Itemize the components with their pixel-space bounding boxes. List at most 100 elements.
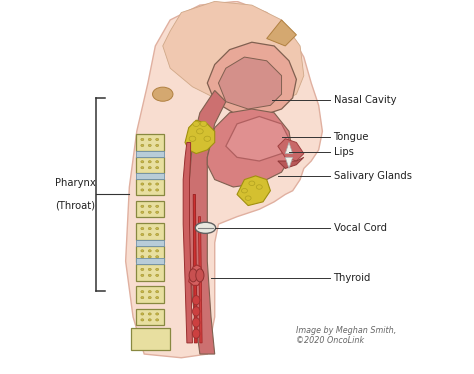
Text: Tongue: Tongue (334, 132, 369, 142)
Ellipse shape (155, 211, 159, 213)
Ellipse shape (155, 166, 159, 169)
Ellipse shape (148, 274, 151, 276)
Polygon shape (267, 20, 296, 46)
Ellipse shape (141, 291, 144, 293)
Ellipse shape (155, 138, 159, 141)
Ellipse shape (148, 319, 151, 321)
Text: Vocal Cord: Vocal Cord (334, 223, 386, 233)
Polygon shape (136, 240, 164, 246)
Ellipse shape (141, 183, 144, 185)
Polygon shape (219, 57, 282, 109)
Ellipse shape (148, 291, 151, 293)
Text: Salivary Glands: Salivary Glands (334, 171, 411, 181)
Polygon shape (278, 139, 304, 161)
Ellipse shape (141, 319, 144, 321)
Ellipse shape (249, 181, 255, 186)
Ellipse shape (141, 250, 144, 252)
Ellipse shape (148, 161, 151, 163)
Ellipse shape (141, 227, 144, 230)
Polygon shape (136, 173, 164, 179)
Ellipse shape (141, 297, 144, 299)
Polygon shape (136, 258, 164, 264)
Ellipse shape (192, 329, 200, 338)
Ellipse shape (148, 138, 151, 141)
Text: Image by Meghan Smith,
©2020 OncoLink: Image by Meghan Smith, ©2020 OncoLink (296, 326, 397, 345)
Ellipse shape (148, 256, 151, 258)
Ellipse shape (155, 189, 159, 191)
Ellipse shape (155, 319, 159, 321)
Ellipse shape (148, 297, 151, 299)
Ellipse shape (193, 121, 200, 126)
Polygon shape (163, 1, 304, 105)
Ellipse shape (141, 233, 144, 236)
Polygon shape (136, 201, 164, 217)
Ellipse shape (256, 185, 262, 189)
Ellipse shape (192, 318, 200, 327)
Ellipse shape (141, 189, 144, 191)
Ellipse shape (141, 268, 144, 270)
Polygon shape (185, 120, 215, 154)
Ellipse shape (141, 166, 144, 169)
Polygon shape (226, 116, 289, 161)
Polygon shape (136, 151, 164, 157)
Polygon shape (136, 134, 164, 151)
Polygon shape (189, 91, 226, 354)
Polygon shape (136, 179, 164, 195)
Ellipse shape (148, 227, 151, 230)
Ellipse shape (155, 250, 159, 252)
Polygon shape (237, 176, 270, 206)
Ellipse shape (153, 87, 173, 101)
Ellipse shape (155, 161, 159, 163)
Polygon shape (131, 328, 170, 350)
Ellipse shape (148, 144, 151, 147)
Ellipse shape (189, 269, 197, 282)
Polygon shape (193, 194, 197, 343)
Ellipse shape (155, 233, 159, 236)
Polygon shape (136, 309, 164, 325)
Ellipse shape (148, 268, 151, 270)
Ellipse shape (141, 138, 144, 141)
Polygon shape (126, 1, 322, 358)
Ellipse shape (200, 121, 207, 126)
Ellipse shape (155, 256, 159, 258)
Ellipse shape (141, 274, 144, 276)
Polygon shape (183, 142, 192, 343)
Polygon shape (207, 109, 292, 187)
Ellipse shape (141, 313, 144, 315)
Polygon shape (136, 286, 164, 303)
Ellipse shape (155, 274, 159, 276)
Polygon shape (136, 157, 164, 173)
Polygon shape (189, 265, 203, 285)
Ellipse shape (189, 136, 196, 141)
Text: Thyroid: Thyroid (334, 273, 371, 283)
Ellipse shape (155, 291, 159, 293)
Ellipse shape (192, 307, 200, 316)
Polygon shape (285, 142, 292, 154)
Ellipse shape (192, 295, 200, 305)
Text: Lips: Lips (334, 147, 354, 157)
Text: (Throat): (Throat) (55, 200, 95, 211)
Polygon shape (136, 264, 164, 280)
Ellipse shape (148, 211, 151, 213)
Ellipse shape (241, 188, 247, 193)
Polygon shape (285, 157, 292, 168)
Ellipse shape (148, 250, 151, 252)
Polygon shape (199, 217, 202, 343)
Ellipse shape (155, 313, 159, 315)
Polygon shape (136, 223, 164, 240)
Polygon shape (207, 42, 296, 116)
Text: Pharynx: Pharynx (55, 178, 96, 188)
Ellipse shape (155, 227, 159, 230)
Ellipse shape (141, 256, 144, 258)
Ellipse shape (148, 233, 151, 236)
Ellipse shape (148, 313, 151, 315)
Ellipse shape (155, 268, 159, 270)
Ellipse shape (141, 211, 144, 213)
Ellipse shape (148, 189, 151, 191)
Ellipse shape (141, 205, 144, 208)
Ellipse shape (148, 183, 151, 185)
Ellipse shape (148, 166, 151, 169)
Ellipse shape (155, 183, 159, 185)
Polygon shape (278, 157, 304, 168)
Ellipse shape (148, 205, 151, 208)
